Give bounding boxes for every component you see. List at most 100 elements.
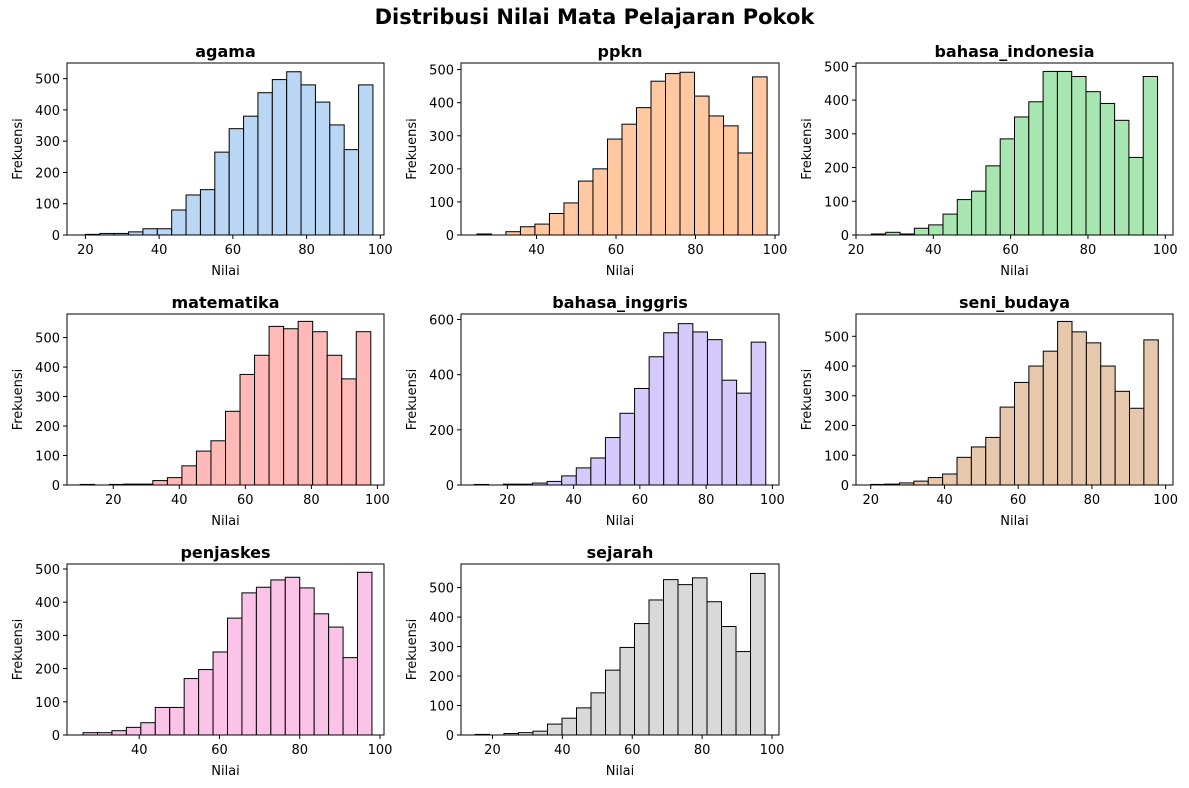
- subplot-sejarah: 20 40 60 80 100 0 100 200 300 400 500 sejarah Nilai F…: [405, 543, 784, 779]
- histogram-bar: [634, 623, 650, 736]
- y-axis-label: Frekuensi: [405, 619, 420, 681]
- histogram-bar: [752, 76, 768, 236]
- histogram-bar: [343, 149, 360, 236]
- x-tick-label: 100: [1153, 493, 1178, 508]
- y-tick-label: 200: [429, 670, 454, 685]
- subplot-title: sejarah: [587, 543, 654, 562]
- figure-title: Distribusi Nilai Mata Pelajaran Pokok: [374, 5, 815, 29]
- x-tick-label: 20: [848, 243, 865, 258]
- y-tick-label: 0: [52, 479, 60, 494]
- histogram-bar: [692, 577, 708, 736]
- x-axis-label: Nilai: [211, 514, 240, 529]
- histogram-bar: [561, 717, 577, 736]
- histogram-bar: [283, 328, 299, 486]
- histogram-bar: [532, 730, 548, 736]
- y-tick-label: 400: [35, 596, 60, 611]
- histogram-bar: [1128, 156, 1144, 236]
- x-tick-label: 20: [862, 493, 879, 508]
- histogram-bar: [927, 477, 944, 486]
- x-tick-label: 20: [105, 493, 122, 508]
- histogram-bar: [268, 325, 285, 486]
- histogram-bar: [956, 456, 972, 486]
- y-tick-label: 600: [429, 314, 454, 329]
- x-tick-label: 100: [760, 743, 785, 758]
- histogram-bar: [575, 707, 592, 736]
- x-tick-label: 80: [698, 493, 715, 508]
- x-tick-label: 60: [237, 493, 254, 508]
- x-tick-label: 40: [151, 243, 168, 258]
- histogram-bar: [956, 199, 973, 236]
- histogram-bar: [239, 373, 256, 486]
- histogram-bar: [142, 228, 158, 236]
- y-tick-label: 500: [35, 563, 60, 578]
- histogram-bar: [152, 480, 168, 486]
- histogram-bar: [985, 165, 1001, 236]
- x-tick-label: 60: [225, 243, 242, 258]
- histogram-bar: [650, 80, 667, 236]
- y-tick-label: 200: [429, 163, 454, 178]
- histogram-bar: [619, 646, 636, 736]
- x-tick-label: 60: [608, 243, 625, 258]
- histogram-bar: [181, 465, 197, 486]
- x-tick-label: 40: [565, 493, 582, 508]
- y-tick-label: 400: [429, 369, 454, 384]
- x-tick-label: 40: [936, 493, 953, 508]
- histogram-bar: [546, 723, 563, 736]
- y-tick-label: 100: [824, 449, 849, 464]
- histogram-bar: [166, 477, 183, 486]
- y-tick-label: 0: [52, 229, 60, 244]
- histogram-bar: [355, 331, 372, 486]
- histogram-bar: [928, 224, 944, 236]
- histogram-bar: [604, 669, 621, 736]
- histogram-bar: [706, 601, 723, 736]
- histogram-bar: [286, 71, 302, 236]
- histogram-bar: [341, 378, 357, 486]
- histogram-bar: [171, 209, 187, 236]
- x-axis-label: Nilai: [606, 764, 635, 779]
- x-tick-label: 40: [925, 243, 942, 258]
- y-tick-label: 500: [35, 332, 60, 347]
- x-tick-label: 100: [368, 743, 393, 758]
- x-tick-label: 60: [211, 743, 228, 758]
- histogram-bar: [590, 692, 606, 736]
- histogram-bar: [999, 406, 1015, 486]
- y-axis-label: Frekuensi: [11, 619, 26, 681]
- x-tick-label: 60: [624, 743, 641, 758]
- subplot-title: seni_budaya: [959, 293, 1070, 312]
- histogram-bar: [621, 123, 637, 236]
- y-tick-label: 0: [841, 229, 849, 244]
- subplot-matematika: 20 40 60 80 100 0 100 200 300 400 500 matematika Nil…: [11, 293, 390, 529]
- histogram-bar: [942, 473, 958, 486]
- x-axis-label: Nilai: [1000, 264, 1029, 279]
- y-axis-label: Frekuensi: [11, 118, 26, 180]
- axes-frame: [66, 313, 385, 486]
- histogram-bar: [1057, 320, 1073, 486]
- histogram-bar: [326, 354, 343, 486]
- x-tick-label: 60: [1002, 243, 1019, 258]
- y-tick-label: 400: [824, 94, 849, 109]
- subplot-title: penjaskes: [180, 543, 270, 562]
- y-tick-label: 300: [429, 130, 454, 145]
- histogram-bar: [721, 626, 737, 736]
- x-tick-label: 80: [1084, 493, 1101, 508]
- histogram-bar: [750, 572, 766, 736]
- histogram-bar: [1129, 407, 1145, 486]
- histogram-bar: [648, 599, 665, 736]
- y-tick-label: 100: [35, 198, 60, 213]
- x-tick-label: 100: [763, 243, 788, 258]
- axes-frame: [855, 62, 1174, 236]
- x-tick-label: 40: [554, 743, 571, 758]
- histogram-bar: [648, 356, 665, 486]
- subplot-title: bahasa_inggris: [552, 293, 687, 312]
- y-tick-label: 200: [35, 420, 60, 435]
- x-tick-label: 80: [687, 243, 704, 258]
- histogram-bar: [635, 107, 652, 236]
- x-axis-label: Nilai: [211, 264, 240, 279]
- histogram-bar: [199, 189, 216, 236]
- histogram-bar: [750, 341, 767, 486]
- histogram-bar: [706, 339, 723, 486]
- histogram-bar: [357, 571, 373, 736]
- histogram-bar: [313, 613, 330, 736]
- subplot-ppkn: 40 60 80 100 0 100 200 300 400 500 ppkn Nilai Frekue…: [405, 42, 787, 279]
